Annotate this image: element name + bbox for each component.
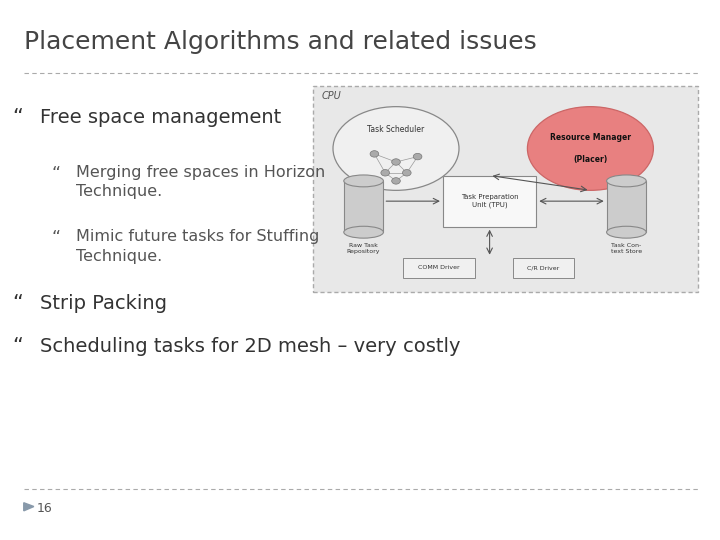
Circle shape: [402, 170, 411, 176]
Text: “: “: [52, 165, 60, 183]
Circle shape: [392, 159, 400, 165]
Text: Free space management: Free space management: [40, 108, 281, 127]
Text: 16: 16: [37, 502, 53, 515]
Circle shape: [413, 153, 422, 160]
FancyBboxPatch shape: [344, 181, 383, 232]
FancyBboxPatch shape: [606, 181, 647, 232]
Ellipse shape: [606, 175, 647, 187]
Text: Placement Algorithms and related issues: Placement Algorithms and related issues: [24, 30, 536, 53]
Text: Resource Manager: Resource Manager: [550, 133, 631, 142]
Circle shape: [370, 151, 379, 157]
FancyBboxPatch shape: [443, 176, 536, 227]
Text: Merging free spaces in Horizon
Technique.: Merging free spaces in Horizon Technique…: [76, 165, 325, 199]
Text: “: “: [12, 294, 23, 314]
Text: COMM Driver: COMM Driver: [418, 265, 460, 271]
Text: (Placer): (Placer): [573, 155, 608, 164]
Polygon shape: [24, 503, 34, 511]
Ellipse shape: [528, 106, 654, 190]
Ellipse shape: [344, 226, 384, 238]
FancyBboxPatch shape: [313, 86, 698, 292]
Circle shape: [381, 170, 390, 176]
Text: “: “: [12, 108, 23, 128]
Text: Mimic future tasks for Stuffing
Technique.: Mimic future tasks for Stuffing Techniqu…: [76, 230, 319, 264]
Ellipse shape: [344, 175, 384, 187]
Text: “: “: [12, 338, 23, 357]
Text: CPU: CPU: [322, 91, 341, 101]
Circle shape: [392, 178, 400, 184]
Ellipse shape: [606, 226, 647, 238]
Text: Task Preparation
Unit (TPU): Task Preparation Unit (TPU): [461, 194, 518, 208]
Text: Strip Packing: Strip Packing: [40, 294, 166, 313]
Text: Scheduling tasks for 2D mesh – very costly: Scheduling tasks for 2D mesh – very cost…: [40, 338, 460, 356]
Text: C/R Driver: C/R Driver: [528, 265, 559, 271]
Text: Raw Task
Repository: Raw Task Repository: [347, 243, 380, 254]
Text: “: “: [52, 230, 60, 247]
Ellipse shape: [333, 106, 459, 190]
Text: Task Con-
text Store: Task Con- text Store: [611, 243, 642, 254]
Text: Task Scheduler: Task Scheduler: [367, 125, 425, 134]
FancyBboxPatch shape: [513, 258, 575, 278]
FancyBboxPatch shape: [403, 258, 475, 278]
